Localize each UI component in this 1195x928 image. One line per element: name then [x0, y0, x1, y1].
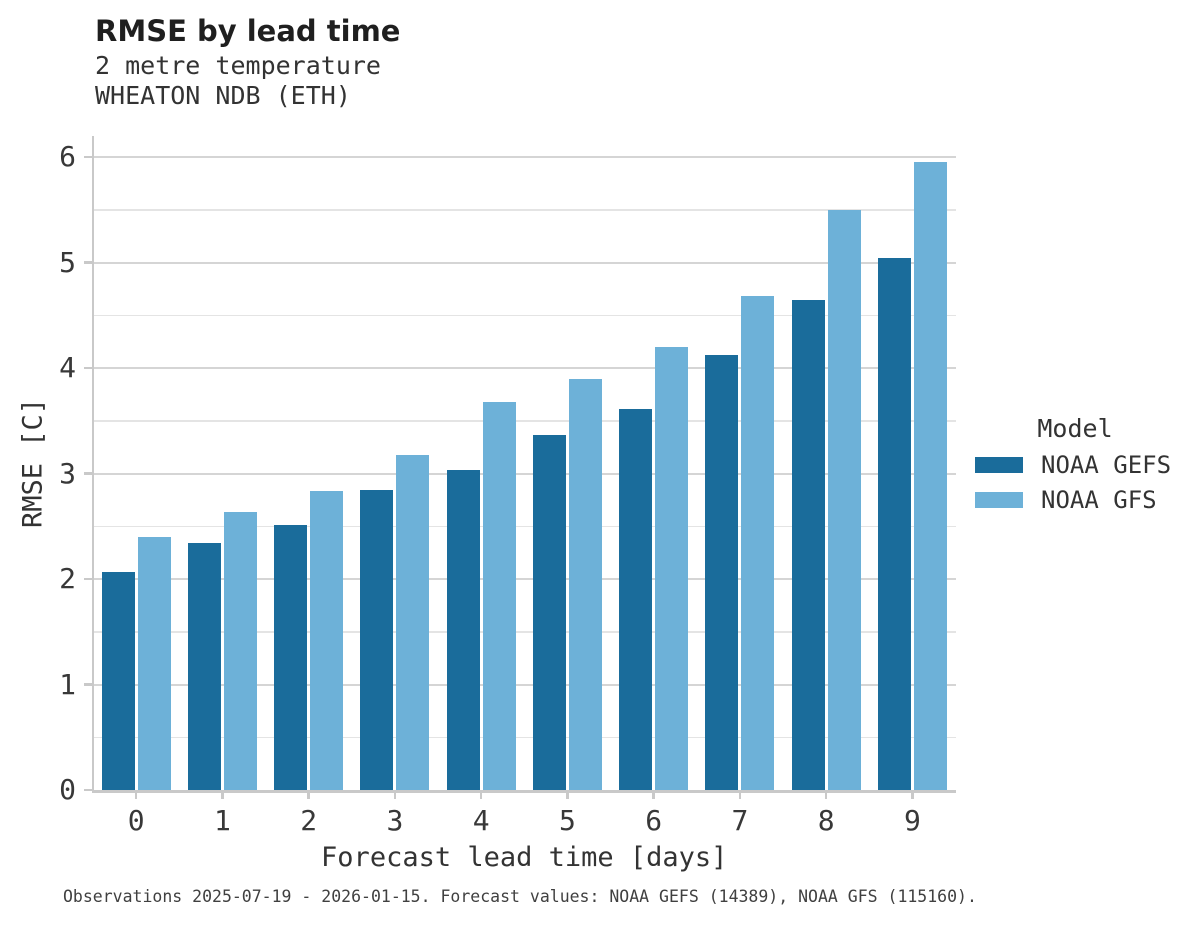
bar-noaa-gfs-lead9	[913, 162, 947, 790]
x-axis-title: Forecast lead time [days]	[321, 842, 728, 873]
chart-subtitle-line2: WHEATON NDB (ETH)	[95, 81, 351, 110]
bar-noaa-gfs-lead2	[310, 491, 344, 790]
gridline-major	[93, 367, 956, 370]
y-axis-line	[91, 136, 94, 793]
bar-noaa-gefs-lead3	[360, 490, 394, 790]
legend-label: NOAA GEFS	[1041, 450, 1172, 479]
bar-noaa-gfs-lead7	[741, 296, 775, 790]
legend-swatch-icon	[975, 491, 1023, 508]
bar-noaa-gefs-lead9	[877, 258, 911, 790]
y-tick-label: 0	[59, 773, 76, 806]
y-tick	[83, 683, 92, 686]
y-tick	[83, 155, 92, 159]
legend-items: NOAA GEFS NOAA GFS	[975, 447, 1175, 517]
legend-item-noaa-gfs: NOAA GFS	[975, 482, 1175, 517]
y-tick	[83, 577, 92, 581]
y-tick	[83, 788, 92, 792]
bar-noaa-gfs-lead5	[568, 378, 602, 790]
x-tick	[824, 792, 828, 799]
chart-title: RMSE by lead time	[95, 14, 401, 48]
gridline-minor	[93, 209, 956, 211]
gridline-minor	[93, 631, 956, 633]
gridline-minor	[93, 736, 956, 738]
legend: Model NOAA GEFS NOAA GFS	[975, 414, 1175, 517]
bar-noaa-gfs-lead3	[396, 454, 430, 790]
bar-noaa-gfs-lead1	[223, 511, 257, 790]
x-tick	[738, 792, 742, 799]
bar-noaa-gefs-lead5	[532, 434, 566, 790]
x-tick	[134, 792, 138, 799]
x-tick-label: 5	[558, 804, 576, 837]
bar-noaa-gfs-lead8	[827, 209, 861, 790]
y-tick	[83, 472, 92, 475]
x-tick-label: 4	[472, 804, 490, 837]
legend-label: NOAA GFS	[1041, 485, 1157, 514]
bar-noaa-gefs-lead8	[791, 299, 825, 790]
bar-noaa-gefs-lead1	[187, 543, 221, 790]
x-tick-label: 6	[645, 804, 663, 837]
x-tick-label: 3	[386, 804, 404, 837]
legend-item-noaa-gefs: NOAA GEFS	[975, 447, 1175, 482]
bar-noaa-gfs-lead6	[655, 346, 689, 790]
plot-panel	[93, 136, 956, 790]
gridline-major	[93, 472, 956, 475]
gridline-major	[93, 261, 956, 264]
gridline-minor	[93, 525, 956, 528]
y-tick	[83, 366, 92, 370]
gridline-major	[93, 156, 956, 159]
y-tick-label: 3	[59, 456, 76, 490]
bar-noaa-gfs-lead0	[137, 536, 171, 790]
bar-noaa-gefs-lead0	[101, 571, 135, 790]
x-tick	[911, 792, 914, 799]
x-tick	[652, 792, 655, 799]
gridline-major	[93, 683, 956, 686]
y-tick-label: 4	[59, 351, 76, 385]
caption: Observations 2025-07-19 - 2026-01-15. Fo…	[63, 887, 977, 906]
x-tick-label: 8	[817, 804, 835, 837]
x-tick	[479, 792, 483, 799]
gridline-minor	[93, 314, 956, 317]
legend-title: Model	[1037, 414, 1113, 443]
x-tick-label: 1	[213, 804, 231, 837]
x-axis-line	[91, 790, 956, 793]
bar-noaa-gefs-lead4	[446, 470, 480, 790]
y-tick-label: 1	[59, 667, 76, 701]
y-tick-label: 2	[59, 562, 76, 596]
x-tick-label: 0	[127, 804, 145, 837]
y-tick-label: 6	[59, 140, 76, 174]
legend-swatch-icon	[975, 456, 1023, 473]
x-tick-label: 2	[300, 804, 318, 837]
x-tick-label: 7	[731, 804, 749, 837]
y-tick-label: 5	[59, 245, 76, 279]
x-tick	[221, 792, 224, 799]
bar-noaa-gefs-lead6	[619, 409, 653, 790]
y-tick	[83, 261, 92, 264]
x-tick-label: 9	[903, 804, 921, 837]
x-tick	[566, 792, 569, 799]
bar-noaa-gefs-lead7	[705, 355, 739, 790]
bar-noaa-gfs-lead4	[482, 401, 516, 790]
bar-noaa-gefs-lead2	[274, 525, 308, 790]
gridline-minor	[93, 420, 956, 422]
chart-subtitle-line1: 2 metre temperature	[95, 51, 381, 80]
x-tick	[393, 792, 397, 799]
gridline-major	[93, 578, 956, 581]
x-tick	[307, 792, 310, 799]
